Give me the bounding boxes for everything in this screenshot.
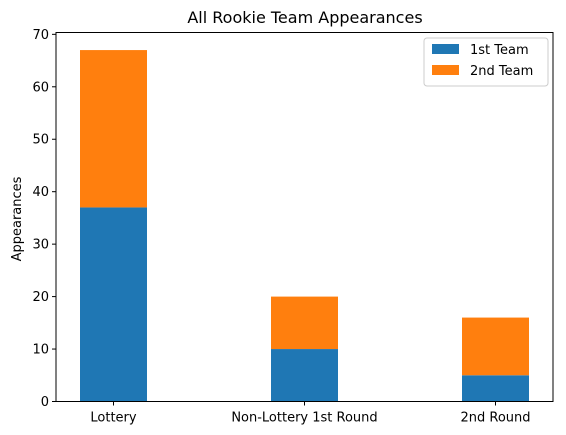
bar-second-team-1 [271,296,338,350]
y-axis-label: Appearances [10,176,25,261]
y-tick-label: 40 [32,185,49,200]
legend-swatch-first-team [432,44,459,54]
y-tick-label: 20 [32,290,49,305]
y-tick-label: 70 [32,28,49,43]
y-ticks: 0 10 20 30 40 50 60 70 [32,28,56,410]
y-tick-label: 30 [32,238,49,253]
legend-label-second-team: 2nd Team [470,64,533,79]
legend-swatch-second-team [432,65,459,75]
plot-frame [55,32,554,402]
chart-title: All Rookie Team Appearances [187,8,422,27]
bars [80,50,529,402]
y-tick-label: 50 [32,133,49,148]
x-tick-label: Lottery [90,411,137,426]
bar-first-team-0 [80,207,147,402]
y-tick-label: 10 [32,343,49,358]
bar-first-team-2 [462,375,529,402]
x-tick-label: Non-Lottery 1st Round [231,411,377,426]
x-tick-label: 2nd Round [460,411,530,426]
legend-label-first-team: 1st Team [470,43,529,58]
y-tick-label: 0 [41,395,49,410]
y-tick-label: 60 [32,80,49,95]
bar-second-team-2 [462,317,529,376]
bar-second-team-0 [80,50,147,208]
legend: 1st Team 2nd Team [423,37,549,87]
x-ticks: Lottery Non-Lottery 1st Round 2nd Round [90,401,531,426]
bar-first-team-1 [271,349,338,402]
